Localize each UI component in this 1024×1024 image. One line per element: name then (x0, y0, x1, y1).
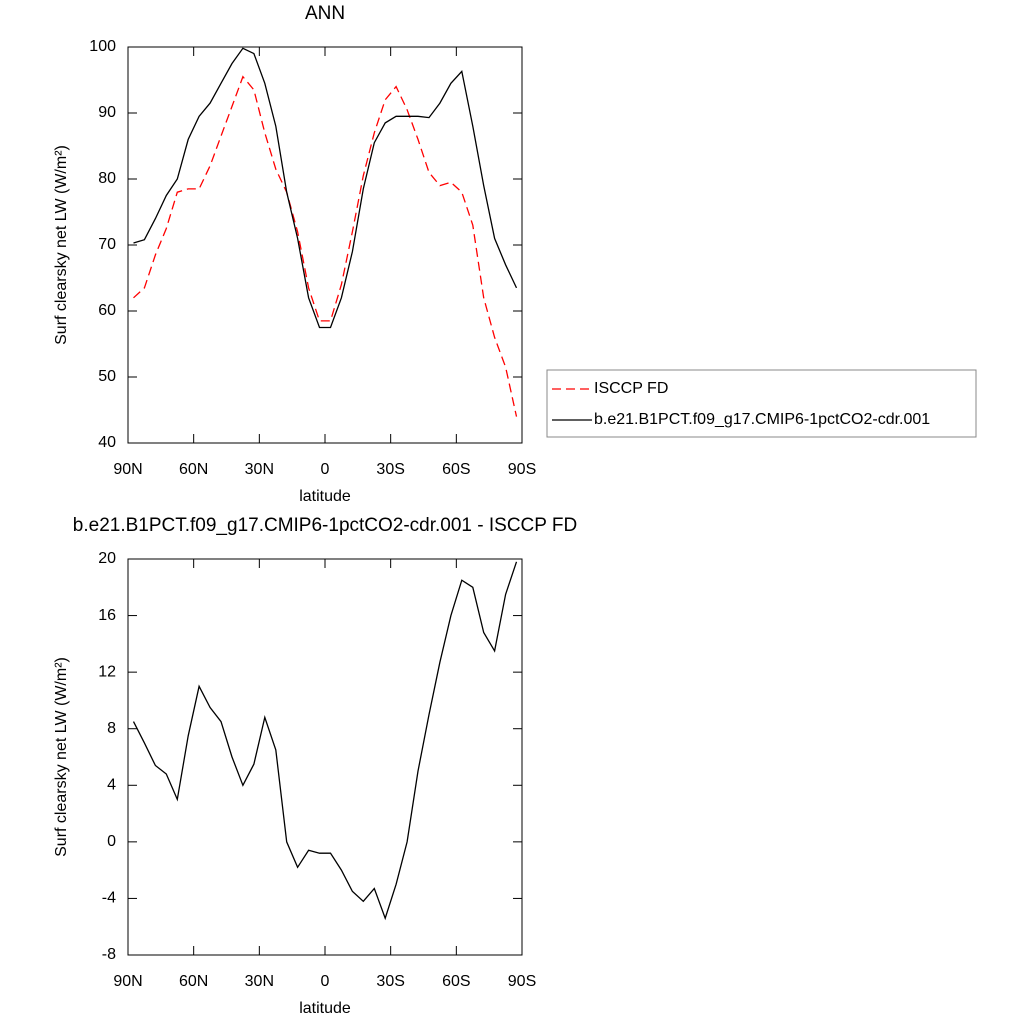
x-tick-label: 90S (508, 461, 536, 478)
y-tick-label: -4 (102, 890, 116, 907)
x-tick-label: 0 (321, 973, 330, 990)
y-tick-label: 4 (107, 777, 116, 794)
y-tick-label: 20 (98, 550, 116, 567)
y-tick-label: 50 (98, 368, 116, 385)
y-tick-label: 12 (98, 663, 116, 680)
x-tick-label: 60S (442, 461, 470, 478)
x-tick-label: 30S (376, 461, 404, 478)
data-line (133, 47, 518, 329)
x-tick-label: 30S (376, 973, 404, 990)
x-axis-label: latitude (299, 488, 351, 505)
data-line (132, 561, 518, 921)
y-tick-label: 80 (98, 170, 116, 187)
x-tick-label: 60S (442, 973, 470, 990)
legend-box (546, 369, 977, 438)
x-tick-label: 90N (113, 973, 142, 990)
x-tick-label: 0 (321, 461, 330, 478)
x-tick-label: 60N (179, 461, 208, 478)
x-axis-label: latitude (299, 1000, 351, 1017)
x-tick-label: 90N (113, 461, 142, 478)
legend-label: ISCCP FD (594, 380, 668, 397)
y-tick-label: -8 (102, 946, 116, 963)
x-tick-label: 60N (179, 973, 208, 990)
y-tick-label: 70 (98, 236, 116, 253)
y-axis-label: Surf clearsky net LW (W/m²) (53, 145, 70, 345)
chart-title: ANN (305, 3, 345, 24)
y-tick-label: 60 (98, 302, 116, 319)
legend-label: b.e21.B1PCT.f09_g17.CMIP6-1pctCO2-cdr.00… (594, 411, 930, 428)
plot-frame (127, 558, 523, 956)
x-tick-label: 30N (245, 461, 274, 478)
plot-frame (127, 46, 523, 444)
x-tick-label: 30N (245, 973, 274, 990)
y-tick-label: 16 (98, 607, 116, 624)
y-tick-label: 8 (107, 720, 116, 737)
y-tick-label: 100 (89, 38, 116, 55)
chart-title: b.e21.B1PCT.f09_g17.CMIP6-1pctCO2-cdr.00… (73, 515, 577, 536)
x-tick-label: 90S (508, 973, 536, 990)
data-line (133, 75, 518, 417)
y-axis-label: Surf clearsky net LW (W/m²) (53, 657, 70, 857)
y-tick-label: 0 (107, 833, 116, 850)
y-tick-label: 90 (98, 104, 116, 121)
y-tick-label: 40 (98, 434, 116, 451)
